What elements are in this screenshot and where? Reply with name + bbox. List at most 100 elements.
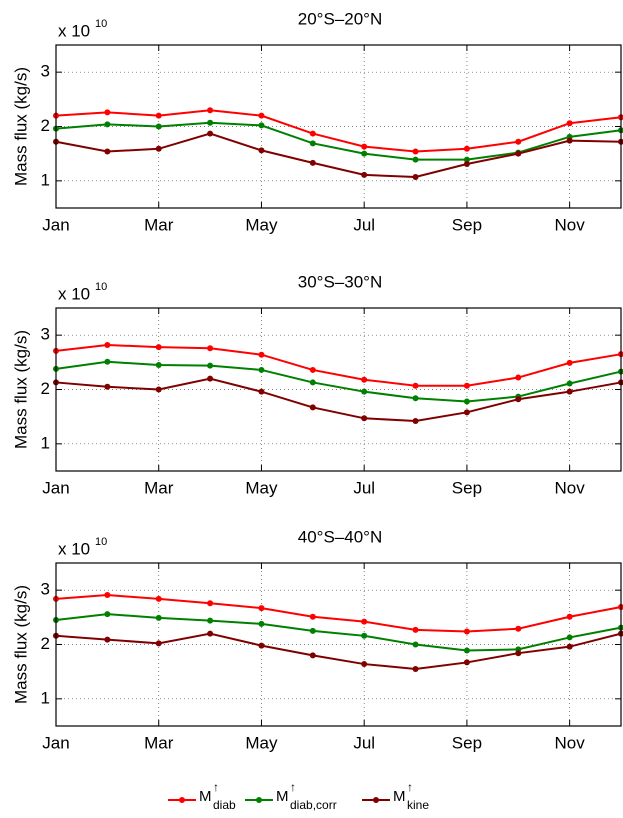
data-point: [361, 143, 368, 150]
x-tick-label: Sep: [452, 733, 482, 752]
data-point: [515, 150, 522, 157]
data-point: [258, 147, 265, 154]
series-line: [55, 377, 622, 423]
y-tick-label: 1: [41, 433, 50, 452]
data-point: [412, 395, 419, 402]
data-point: [104, 636, 111, 643]
y-axis-label: Mass flux (kg/s): [11, 67, 30, 186]
x-tick-label: Mar: [144, 215, 174, 234]
y-tick-label: 2: [41, 379, 50, 398]
legend-sub: kine: [407, 798, 429, 812]
data-point: [258, 122, 265, 129]
axes-frame: [55, 44, 622, 209]
data-point: [207, 130, 214, 137]
data-point: [463, 628, 470, 635]
legend-sub: diab,corr: [290, 798, 337, 812]
data-point: [309, 627, 316, 634]
data-point: [155, 112, 162, 119]
data-point: [361, 376, 368, 383]
data-point: [361, 150, 368, 157]
data-point: [309, 613, 316, 620]
data-point: [566, 643, 573, 650]
data-point: [104, 109, 111, 116]
data-point: [104, 611, 111, 618]
data-point: [207, 107, 214, 114]
data-point: [104, 148, 111, 155]
data-point: [104, 358, 111, 365]
y-tick-label: 1: [41, 688, 50, 707]
data-point: [463, 160, 470, 167]
legend-label: M: [199, 788, 212, 805]
series-line: [55, 132, 622, 179]
data-point: [207, 617, 214, 624]
legend-label: M: [276, 788, 289, 805]
data-point: [412, 641, 419, 648]
data-point: [463, 382, 470, 389]
data-point: [412, 418, 419, 425]
x-tick-label: Jul: [353, 478, 375, 497]
x-tick-label: Mar: [144, 478, 174, 497]
data-point: [566, 137, 573, 144]
chart-title: 40°S–40°N: [298, 527, 383, 546]
x-tick-label: Jul: [353, 733, 375, 752]
data-point: [258, 620, 265, 627]
series-line: [55, 360, 622, 403]
data-point: [463, 145, 470, 152]
data-point: [566, 613, 573, 620]
data-point: [207, 630, 214, 637]
data-point: [412, 148, 419, 155]
axes-frame: [55, 562, 622, 727]
data-point: [361, 415, 368, 422]
data-point: [515, 374, 522, 381]
data-point: [361, 171, 368, 178]
x-tick-label: May: [245, 478, 278, 497]
data-point: [155, 145, 162, 152]
data-point: [412, 665, 419, 672]
data-point: [309, 652, 316, 659]
multiplier: x 10: [58, 284, 90, 303]
data-point: [566, 634, 573, 641]
data-point: [412, 156, 419, 163]
data-point: [463, 409, 470, 416]
multiplier: x 10: [58, 539, 90, 558]
y-axis-label: Mass flux (kg/s): [11, 330, 30, 449]
x-tick-label: Sep: [452, 215, 482, 234]
x-tick-label: Jan: [42, 215, 69, 234]
data-point: [361, 618, 368, 625]
y-tick-label: 3: [41, 62, 50, 81]
data-point: [566, 359, 573, 366]
multiplier: x 10: [58, 21, 90, 40]
data-point: [207, 600, 214, 607]
data-point: [463, 156, 470, 163]
data-point: [515, 650, 522, 657]
x-tick-label: May: [245, 215, 278, 234]
data-point: [566, 388, 573, 395]
data-point: [207, 362, 214, 369]
legend-marker: [373, 797, 379, 803]
data-point: [207, 345, 214, 352]
x-tick-label: Nov: [555, 215, 586, 234]
multiplier-exponent: 10: [95, 18, 107, 30]
data-point: [566, 380, 573, 387]
x-tick-label: Sep: [452, 478, 482, 497]
series-line: [55, 594, 622, 633]
data-point: [309, 404, 316, 411]
multiplier-exponent: 10: [95, 281, 107, 293]
x-tick-label: Jul: [353, 215, 375, 234]
x-tick-label: May: [245, 733, 278, 752]
data-point: [104, 592, 111, 599]
data-point: [155, 595, 162, 602]
data-point: [515, 138, 522, 145]
data-point: [463, 647, 470, 654]
data-point: [258, 112, 265, 119]
data-point: [207, 375, 214, 382]
data-point: [361, 632, 368, 639]
data-point: [463, 398, 470, 405]
x-tick-label: Nov: [555, 733, 586, 752]
data-point: [258, 388, 265, 395]
data-point: [309, 366, 316, 373]
x-tick-label: Jan: [42, 733, 69, 752]
data-point: [515, 625, 522, 632]
data-point: [155, 640, 162, 647]
